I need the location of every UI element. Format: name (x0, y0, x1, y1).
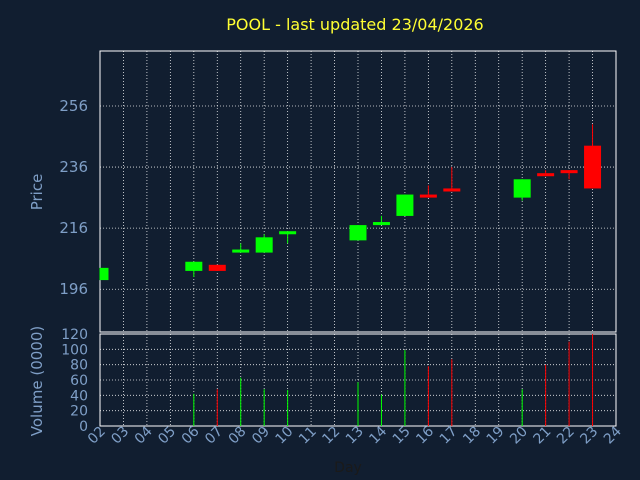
day-x-ticks: 02 03 04 05 06 07 08 09 10 11 12 13 14 15 16 17 18 19 20 21… (85, 423, 625, 447)
day-tick-label: 03 (108, 424, 132, 448)
candle-body (584, 145, 602, 189)
candle-body (279, 231, 297, 235)
candle-body (419, 194, 437, 198)
volume-tick-label: 20 (70, 404, 88, 420)
candle-body (349, 225, 367, 241)
candle-body (255, 237, 273, 253)
day-tick-label: 22 (554, 424, 578, 448)
price-tick-label: 196 (59, 280, 88, 298)
candle-body (100, 267, 109, 281)
volume-bars (193, 334, 594, 426)
day-tick-label: 14 (366, 423, 390, 447)
day-tick-label: 17 (437, 424, 461, 448)
candle-body (537, 173, 555, 177)
day-tick-label: 12 (319, 424, 343, 448)
day-tick-label: 10 (273, 424, 297, 448)
day-tick-label: 16 (413, 423, 437, 447)
x-axis-label: Day (334, 460, 362, 476)
day-tick-label: 08 (226, 424, 250, 448)
volume-tick-label: 120 (61, 327, 88, 343)
volume-tick-label: 100 (61, 342, 88, 358)
day-tick-label: 06 (179, 423, 203, 447)
chart-title: POOL - last updated 23/04/2026 (226, 15, 483, 34)
day-tick-label: 05 (155, 424, 179, 448)
volume-tick-label: 80 (70, 358, 88, 374)
candlesticks (99, 124, 602, 281)
volume-tick-label: 0 (79, 419, 88, 435)
day-tick-label: 02 (85, 424, 109, 448)
candle-body (560, 170, 578, 174)
candle-body (232, 249, 250, 253)
candle-body (513, 179, 531, 198)
candle-body (443, 188, 461, 192)
volume-tick-label: 40 (70, 388, 88, 404)
day-tick-label: 24 (601, 423, 625, 447)
price-y-ticks: 196 216 236 256 (59, 97, 88, 298)
candle-body (372, 222, 390, 226)
day-tick-label: 15 (390, 424, 414, 448)
day-tick-label: 20 (507, 424, 531, 448)
volume-axis-label: Volume (0000) (28, 326, 46, 436)
day-tick-label: 21 (531, 424, 555, 448)
candle-body (208, 264, 226, 271)
day-tick-label: 04 (132, 423, 156, 447)
candle-body (396, 194, 414, 216)
day-tick-label: 23 (577, 424, 601, 448)
day-tick-label: 07 (202, 424, 226, 448)
day-tick-label: 13 (343, 424, 367, 448)
price-tick-label: 256 (59, 97, 88, 115)
volume-tick-label: 60 (70, 373, 88, 389)
price-axis-label: Price (28, 174, 46, 211)
candle-body (185, 261, 203, 271)
day-tick-label: 18 (460, 424, 484, 448)
price-tick-label: 236 (59, 158, 88, 176)
price-tick-label: 216 (59, 219, 88, 237)
day-tick-label: 09 (249, 424, 273, 448)
day-tick-label: 11 (296, 424, 320, 448)
day-tick-label: 19 (484, 424, 508, 448)
